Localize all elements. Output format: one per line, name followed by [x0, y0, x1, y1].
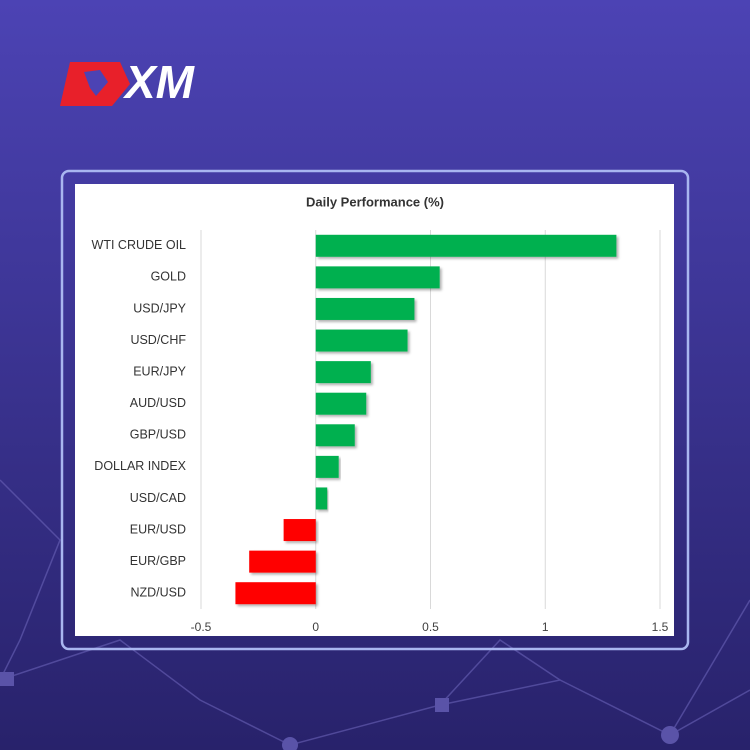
y-tick-label: EUR/JPY	[133, 364, 186, 378]
frame	[60, 169, 690, 651]
bar	[315, 424, 355, 447]
y-tick-label: GBP/USD	[130, 428, 186, 442]
bar	[235, 582, 316, 605]
y-tick-label: USD/JPY	[133, 301, 186, 315]
bar	[249, 550, 316, 573]
bar	[315, 297, 415, 320]
y-tick-label: USD/CHF	[130, 333, 186, 347]
bar	[315, 455, 339, 478]
chart-title: Daily Performance (%)	[306, 194, 444, 209]
bar	[315, 234, 617, 257]
bar	[315, 392, 367, 415]
x-tick-label: 0.5	[422, 620, 439, 634]
x-tick-label: -0.5	[191, 620, 212, 634]
bar	[315, 487, 328, 510]
y-tick-label: WTI CRUDE OIL	[92, 238, 186, 252]
bar	[315, 266, 440, 289]
bar	[315, 361, 371, 384]
chart-area	[75, 184, 674, 636]
x-tick-label: 0	[312, 620, 319, 634]
bar	[315, 329, 408, 352]
y-tick-label: NZD/USD	[130, 586, 186, 600]
x-tick-label: 1	[542, 620, 549, 634]
y-tick-label: EUR/GBP	[130, 554, 186, 568]
y-tick-label: EUR/USD	[130, 522, 186, 536]
network-nodes	[0, 672, 679, 753]
logo: XM	[60, 56, 196, 108]
y-tick-label: USD/CAD	[130, 491, 186, 505]
logo-emblem-cut	[84, 70, 108, 96]
logo-text: XM	[122, 56, 196, 108]
y-tick-label: AUD/USD	[130, 396, 186, 410]
plot: -0.5 0 0.5 1 1.5 WTI CRUDE OIL GOLD USD/JPY USD/…	[92, 230, 669, 634]
bar	[283, 519, 316, 542]
x-tick-label: 1.5	[652, 620, 669, 634]
y-tick-label: DOLLAR INDEX	[94, 459, 186, 473]
y-tick-label: GOLD	[151, 270, 186, 284]
